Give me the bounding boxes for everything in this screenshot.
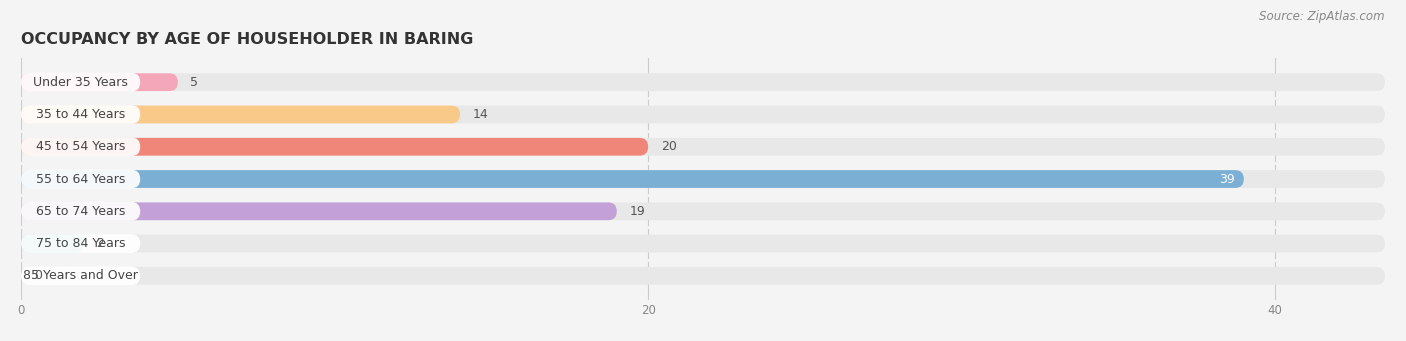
Text: 20: 20 — [661, 140, 676, 153]
FancyBboxPatch shape — [21, 170, 1385, 188]
FancyBboxPatch shape — [21, 203, 617, 220]
FancyBboxPatch shape — [21, 202, 141, 221]
Text: Under 35 Years: Under 35 Years — [34, 76, 128, 89]
FancyBboxPatch shape — [21, 170, 1244, 188]
FancyBboxPatch shape — [21, 137, 141, 156]
Text: 2: 2 — [97, 237, 104, 250]
FancyBboxPatch shape — [21, 73, 177, 91]
FancyBboxPatch shape — [21, 267, 141, 285]
FancyBboxPatch shape — [21, 267, 1385, 285]
Text: 55 to 64 Years: 55 to 64 Years — [37, 173, 125, 186]
FancyBboxPatch shape — [21, 73, 141, 91]
Text: 5: 5 — [190, 76, 198, 89]
Text: Source: ZipAtlas.com: Source: ZipAtlas.com — [1260, 10, 1385, 23]
Text: 14: 14 — [472, 108, 488, 121]
FancyBboxPatch shape — [21, 138, 648, 155]
FancyBboxPatch shape — [21, 105, 141, 124]
Text: 39: 39 — [1219, 173, 1234, 186]
Text: 65 to 74 Years: 65 to 74 Years — [37, 205, 125, 218]
FancyBboxPatch shape — [21, 235, 84, 252]
FancyBboxPatch shape — [21, 106, 1385, 123]
FancyBboxPatch shape — [21, 203, 1385, 220]
Text: 45 to 54 Years: 45 to 54 Years — [37, 140, 125, 153]
FancyBboxPatch shape — [21, 235, 1385, 252]
Text: 85 Years and Over: 85 Years and Over — [24, 269, 138, 282]
FancyBboxPatch shape — [21, 73, 1385, 91]
Text: 0: 0 — [34, 269, 42, 282]
Text: 19: 19 — [630, 205, 645, 218]
Text: 35 to 44 Years: 35 to 44 Years — [37, 108, 125, 121]
Text: OCCUPANCY BY AGE OF HOUSEHOLDER IN BARING: OCCUPANCY BY AGE OF HOUSEHOLDER IN BARIN… — [21, 32, 474, 47]
FancyBboxPatch shape — [21, 106, 460, 123]
Text: 75 to 84 Years: 75 to 84 Years — [37, 237, 125, 250]
FancyBboxPatch shape — [21, 234, 141, 253]
FancyBboxPatch shape — [21, 138, 1385, 155]
FancyBboxPatch shape — [21, 170, 141, 188]
